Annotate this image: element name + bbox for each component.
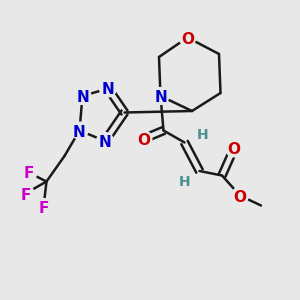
Circle shape bbox=[232, 187, 248, 204]
Text: N: N bbox=[73, 124, 86, 140]
Circle shape bbox=[35, 199, 52, 215]
Text: O: O bbox=[181, 32, 194, 46]
Circle shape bbox=[176, 172, 193, 188]
Text: F: F bbox=[20, 188, 31, 202]
Text: N: N bbox=[76, 90, 89, 105]
Circle shape bbox=[100, 80, 116, 97]
Text: N: N bbox=[154, 90, 167, 105]
Circle shape bbox=[135, 130, 152, 147]
Text: N: N bbox=[99, 135, 111, 150]
Circle shape bbox=[194, 125, 211, 142]
Text: O: O bbox=[227, 142, 241, 158]
Circle shape bbox=[179, 29, 196, 46]
Circle shape bbox=[97, 133, 113, 149]
Circle shape bbox=[226, 140, 242, 157]
Text: H: H bbox=[197, 128, 208, 142]
Circle shape bbox=[17, 185, 34, 202]
Circle shape bbox=[71, 122, 88, 139]
Text: F: F bbox=[38, 201, 49, 216]
Text: N: N bbox=[102, 82, 114, 98]
Text: O: O bbox=[137, 133, 150, 148]
Text: O: O bbox=[233, 190, 247, 205]
Text: F: F bbox=[23, 167, 34, 182]
Text: H: H bbox=[179, 175, 190, 188]
Circle shape bbox=[74, 88, 91, 104]
Circle shape bbox=[152, 88, 169, 104]
Circle shape bbox=[20, 164, 37, 181]
